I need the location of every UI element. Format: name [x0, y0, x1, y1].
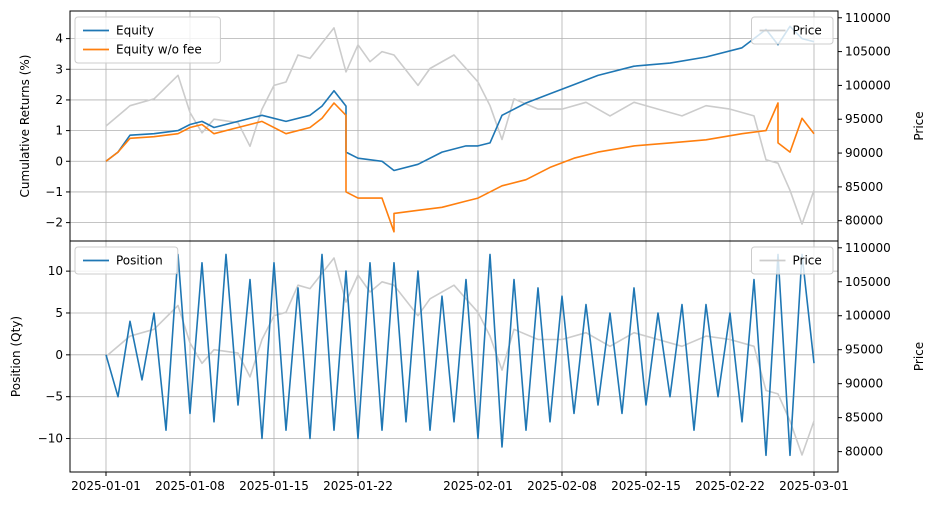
y2-tick-label: 110000 — [845, 241, 891, 255]
legend-label: Equity — [116, 24, 154, 38]
legend-left: Equity Equity w/o fee — [74, 16, 221, 64]
y-axis-left: −2 −1 0 1 2 3 4 — [45, 32, 70, 230]
grid-lines — [70, 11, 838, 241]
y2-tick-label: 90000 — [845, 146, 883, 160]
y-tick-label: −1 — [45, 185, 63, 199]
y-tick-label: 4 — [55, 32, 63, 46]
x-tick-label: 2025-02-22 — [695, 479, 765, 493]
y2-tick-label: 100000 — [845, 309, 891, 323]
x-tick-label: 2025-02-01 — [443, 479, 513, 493]
y-tick-label: 3 — [55, 62, 63, 76]
legend-label: Position — [116, 254, 163, 268]
y-axis-left: −10 −5 0 5 10 — [38, 264, 70, 446]
y-tick-label: 1 — [55, 124, 63, 138]
series-line-equity — [105, 25, 815, 172]
legend-box — [751, 16, 834, 45]
y-tick-label: 0 — [55, 348, 63, 362]
y-axis-label: Position (Qty) — [9, 316, 23, 397]
y-tick-label: 2 — [55, 93, 63, 107]
y-tick-label: 10 — [48, 264, 63, 278]
y-axis-label: Cumulative Returns (%) — [18, 55, 32, 198]
x-tick-label: 2025-01-22 — [323, 479, 393, 493]
legend-label: Equity w/o fee — [116, 43, 202, 57]
legend-box — [74, 16, 221, 64]
legend-box — [74, 246, 179, 275]
y2-tick-label: 80000 — [845, 214, 883, 228]
legend-box — [751, 246, 834, 275]
x-tick-label: 2025-01-15 — [239, 479, 309, 493]
y-tick-label: 0 — [55, 154, 63, 168]
y2-tick-label: 110000 — [845, 11, 891, 25]
panel-1: −2 −1 0 1 2 3 4 80000 85000 90000 95000 100000 10500… — [18, 10, 926, 242]
y-tick-label: −10 — [38, 432, 63, 446]
x-tick-label: 2025-02-08 — [527, 479, 597, 493]
y-tick-label: −2 — [45, 216, 63, 230]
y-axis-right: 80000 85000 90000 95000 100000 105000 110000 — [838, 11, 891, 228]
y2-tick-label: 90000 — [845, 377, 883, 391]
y2-tick-label: 105000 — [845, 275, 891, 289]
y-tick-label: 5 — [55, 306, 63, 320]
legend-left: Position — [74, 246, 179, 275]
legend-right: Price — [751, 246, 834, 275]
y-axis-right: 80000 85000 90000 95000 100000 105000 110000 — [838, 241, 891, 459]
panel-2: −10 −5 0 5 10 80000 85000 90000 95000 100000 10500… — [9, 240, 926, 473]
x-axis: 2025-01-01 2025-01-08 2025-01-15 2025-01-22… — [71, 472, 849, 493]
series-line-position — [105, 253, 815, 457]
legend-right: Price — [751, 16, 834, 45]
y2-tick-label: 85000 — [845, 180, 883, 194]
y2-tick-label: 85000 — [845, 411, 883, 425]
y2-tick-label: 95000 — [845, 112, 883, 126]
x-tick-label: 2025-03-01 — [779, 479, 849, 493]
y2-tick-label: 95000 — [845, 343, 883, 357]
y2-axis-label: Price — [912, 111, 926, 140]
y2-tick-label: 105000 — [845, 45, 891, 59]
y2-tick-label: 80000 — [845, 445, 883, 459]
series-line-price — [105, 27, 815, 225]
series-line-equity-w-o-fee — [105, 102, 815, 233]
legend-label: Price — [793, 24, 822, 38]
y2-tick-label: 100000 — [845, 78, 891, 92]
legend-label: Price — [793, 254, 822, 268]
y-tick-label: −5 — [45, 390, 63, 404]
series-line-price — [105, 257, 815, 456]
x-tick-label: 2025-01-01 — [71, 479, 141, 493]
y2-axis-label: Price — [912, 342, 926, 371]
x-tick-label: 2025-01-08 — [155, 479, 225, 493]
x-tick-label: 2025-02-15 — [611, 479, 681, 493]
plot-frame — [69, 240, 839, 473]
